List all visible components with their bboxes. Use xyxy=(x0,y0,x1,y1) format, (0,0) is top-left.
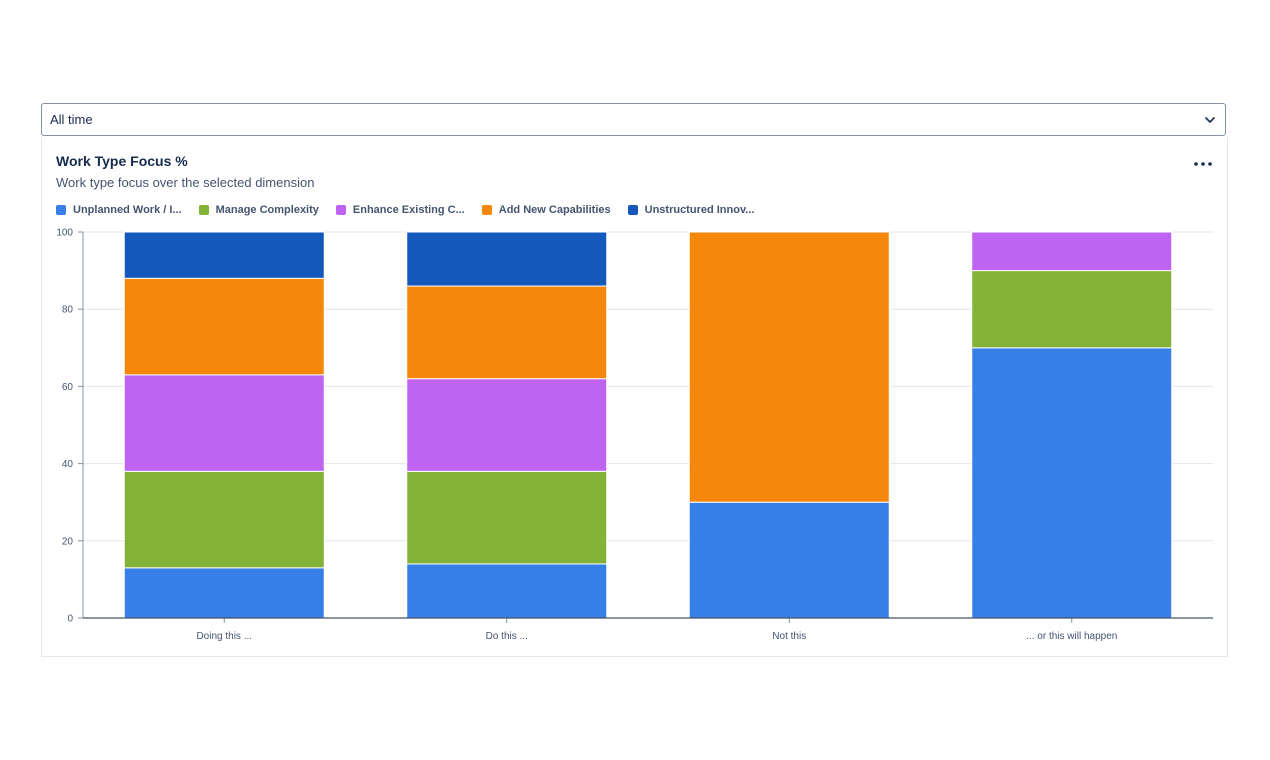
y-tick-label: 100 xyxy=(56,228,73,239)
time-range-select[interactable]: All time xyxy=(41,103,1226,136)
y-tick-label: 20 xyxy=(62,536,74,547)
legend-item[interactable]: Enhance Existing C... xyxy=(335,204,465,216)
x-tick-label: Doing this ... xyxy=(196,631,252,642)
y-tick-label: 40 xyxy=(62,459,74,470)
legend-item[interactable]: Manage Complexity xyxy=(198,204,319,216)
bar-segment xyxy=(123,470,325,569)
more-horizontal-icon xyxy=(1194,153,1212,171)
legend-label: Enhance Existing C... xyxy=(352,204,465,216)
legend-swatch xyxy=(481,205,492,215)
legend-item[interactable]: Unstructured Innov... xyxy=(627,204,755,216)
legend-label: Unstructured Innov... xyxy=(644,204,755,216)
bar-segment xyxy=(406,231,608,287)
bar-segment xyxy=(123,277,325,376)
bar-segment xyxy=(688,501,890,619)
legend-swatch xyxy=(627,205,638,215)
legend-item[interactable]: Add New Capabilities xyxy=(481,204,611,216)
bar-segment xyxy=(971,231,1173,272)
chevron-down-icon xyxy=(1203,113,1217,127)
bar-segment xyxy=(406,285,608,380)
time-range-value: All time xyxy=(50,112,93,127)
legend-swatch xyxy=(198,205,209,215)
x-tick-label: ... or this will happen xyxy=(1026,631,1117,642)
legend-item[interactable]: Unplanned Work / I... xyxy=(56,204,182,216)
chart-subtitle: Work type focus over the selected dimens… xyxy=(56,175,315,190)
chart-legend: Unplanned Work / I... Manage Complexity En… xyxy=(56,204,771,216)
bar-segment xyxy=(406,378,608,472)
y-tick-label: 0 xyxy=(67,614,73,625)
more-options-button[interactable] xyxy=(1190,152,1216,172)
bar-segment xyxy=(688,231,890,503)
bar-segment xyxy=(123,231,325,279)
bar-segment xyxy=(406,470,608,565)
legend-swatch xyxy=(56,205,66,215)
legend-label: Add New Capabilities xyxy=(498,204,611,216)
bar-segment xyxy=(971,347,1173,619)
bar-segment xyxy=(123,374,325,472)
bar-segment xyxy=(971,270,1173,349)
bar-segment xyxy=(406,563,608,619)
legend-label: Manage Complexity xyxy=(215,204,319,216)
chart-title: Work Type Focus % xyxy=(56,153,188,169)
bar-segment xyxy=(123,567,325,619)
legend-swatch xyxy=(335,205,346,215)
legend-label: Unplanned Work / I... xyxy=(73,204,182,216)
x-tick-label: Not this xyxy=(772,631,806,642)
y-tick-label: 60 xyxy=(62,382,74,393)
x-tick-label: Do this ... xyxy=(486,631,528,642)
y-tick-label: 80 xyxy=(62,305,74,316)
